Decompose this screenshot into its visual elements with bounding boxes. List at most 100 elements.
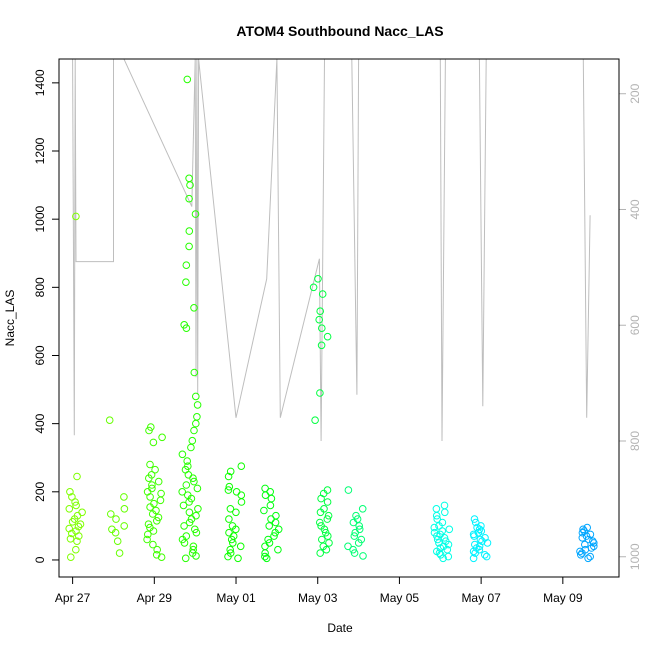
data-point	[191, 210, 200, 218]
data-point	[445, 525, 454, 534]
data-point	[148, 481, 156, 489]
data-point	[146, 460, 154, 469]
data-point	[261, 549, 269, 557]
data-point	[113, 537, 122, 546]
data-point	[432, 505, 441, 513]
data-point	[145, 426, 153, 435]
y2-tick-label: 200	[628, 83, 642, 103]
y-tick-label: 1000	[33, 206, 47, 233]
data-point	[316, 307, 325, 316]
data-point	[185, 518, 194, 527]
data-point	[189, 545, 197, 554]
chart-title: ATOM4 Southbound Nacc_LAS	[236, 23, 443, 39]
data-point	[324, 511, 333, 520]
data-point	[344, 542, 352, 551]
data-point	[67, 553, 75, 562]
data-point	[320, 525, 329, 534]
data-point	[192, 552, 200, 560]
data-point	[185, 194, 193, 203]
x-tick-label: May 07	[461, 591, 501, 605]
data-point	[344, 486, 353, 494]
data-point	[316, 508, 325, 517]
data-point	[584, 535, 593, 544]
data-point	[440, 534, 449, 542]
data-point	[590, 542, 598, 551]
data-point	[73, 537, 81, 546]
data-point	[267, 494, 276, 503]
data-point	[236, 542, 245, 551]
data-point	[68, 529, 76, 538]
data-point	[181, 554, 190, 563]
data-point	[444, 552, 453, 561]
data-point	[584, 554, 592, 563]
data-point	[178, 488, 186, 496]
data-point	[352, 511, 360, 520]
data-point	[72, 501, 80, 510]
data-point	[120, 505, 129, 513]
data-point	[182, 278, 190, 287]
data-point	[153, 517, 161, 525]
data-point	[261, 542, 269, 551]
data-point	[260, 506, 268, 515]
data-point	[482, 552, 491, 561]
data-point	[323, 515, 332, 523]
data-point	[355, 522, 364, 530]
y-tick-label: 0	[33, 556, 47, 563]
data-point	[191, 525, 199, 534]
data-point	[432, 511, 441, 520]
data-point	[224, 472, 233, 481]
data-point	[477, 522, 485, 530]
data-point	[322, 545, 331, 554]
data-point	[144, 530, 152, 539]
data-point	[590, 539, 598, 547]
data-point	[227, 535, 236, 544]
data-point	[311, 416, 319, 425]
data-point	[471, 549, 480, 557]
data-point	[192, 419, 200, 428]
data-point	[578, 534, 587, 542]
data-point	[469, 554, 478, 563]
data-point	[271, 518, 280, 527]
data-point	[441, 508, 449, 517]
data-point	[226, 505, 235, 513]
data-point	[188, 436, 197, 445]
data-point	[185, 498, 193, 506]
data-point	[232, 508, 240, 517]
data-point	[433, 515, 442, 523]
data-point	[439, 554, 447, 563]
data-point	[316, 389, 324, 397]
data-point	[152, 551, 161, 559]
y-tick-label: 1400	[33, 69, 47, 96]
data-point	[148, 510, 157, 518]
y2-tick-label: 600	[628, 315, 642, 335]
data-point	[325, 539, 333, 547]
data-point	[156, 496, 165, 505]
y-tick-label: 600	[33, 345, 47, 365]
data-point	[151, 465, 159, 474]
data-points	[65, 75, 598, 563]
data-point	[580, 527, 589, 535]
data-point	[190, 477, 198, 486]
y-tick-label: 200	[33, 481, 47, 501]
data-point	[73, 472, 81, 481]
data-point	[182, 324, 191, 333]
data-point	[226, 467, 235, 476]
y-axis-label: Nacc_LAS	[3, 290, 17, 347]
x-tick-label: May 09	[543, 591, 583, 605]
data-point	[193, 401, 202, 409]
data-point	[193, 413, 201, 421]
data-point	[317, 494, 325, 503]
data-point	[224, 552, 232, 561]
data-point	[314, 275, 322, 283]
data-point	[149, 438, 158, 447]
data-point	[309, 283, 318, 292]
data-point	[183, 75, 192, 84]
data-point	[66, 535, 75, 543]
data-point	[586, 530, 595, 539]
data-point	[190, 426, 198, 435]
data-point	[266, 488, 275, 496]
data-point	[194, 505, 202, 513]
data-point	[234, 554, 242, 563]
data-point	[261, 491, 270, 500]
